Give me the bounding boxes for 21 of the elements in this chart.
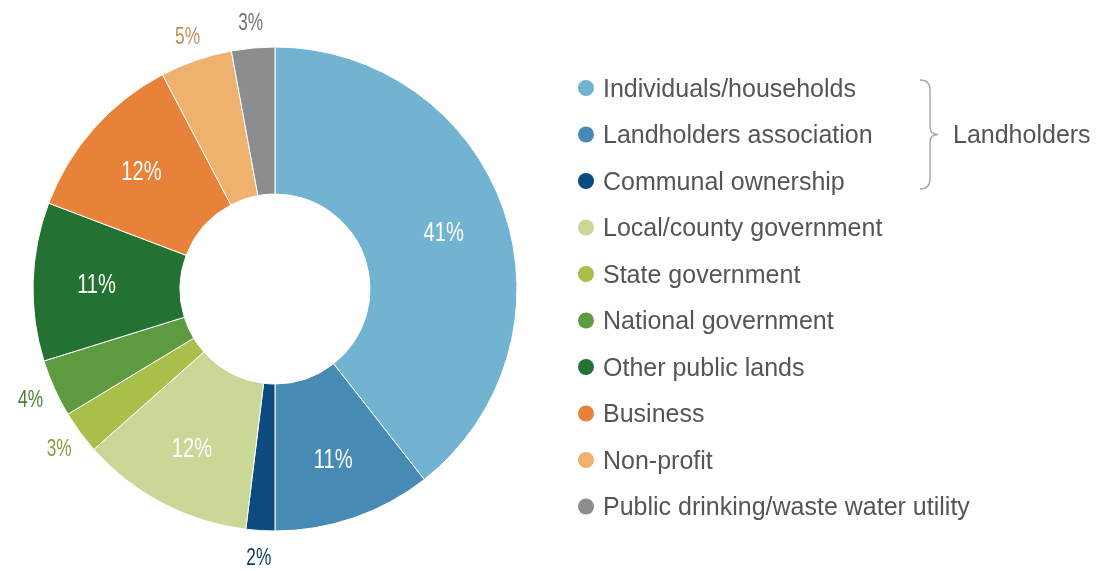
legend-label: Individuals/households <box>603 73 856 102</box>
legend-label: Local/county government <box>603 213 883 242</box>
legend-label: State government <box>603 259 801 288</box>
legend-label: Landholders association <box>603 120 873 149</box>
legend-label: Communal ownership <box>603 166 845 195</box>
legend-label: Public drinking/waste water utility <box>603 492 971 521</box>
data-label: 5% <box>175 22 201 49</box>
data-label: 41% <box>423 215 464 247</box>
data-label: 3% <box>46 434 72 461</box>
data-label: 12% <box>121 155 162 187</box>
data-label: 12% <box>171 431 213 463</box>
data-label: 4% <box>18 385 44 412</box>
legend-label: Business <box>603 399 705 428</box>
data-label: 2% <box>246 543 272 570</box>
data-label: 11% <box>77 268 116 300</box>
legend-label: Non-profit <box>603 445 713 474</box>
legend-label: National government <box>603 306 834 335</box>
data-label: 11% <box>313 442 353 474</box>
text: Landholders <box>953 120 1091 149</box>
legend-label: Other public lands <box>603 352 805 381</box>
data-label: 3% <box>238 8 264 36</box>
